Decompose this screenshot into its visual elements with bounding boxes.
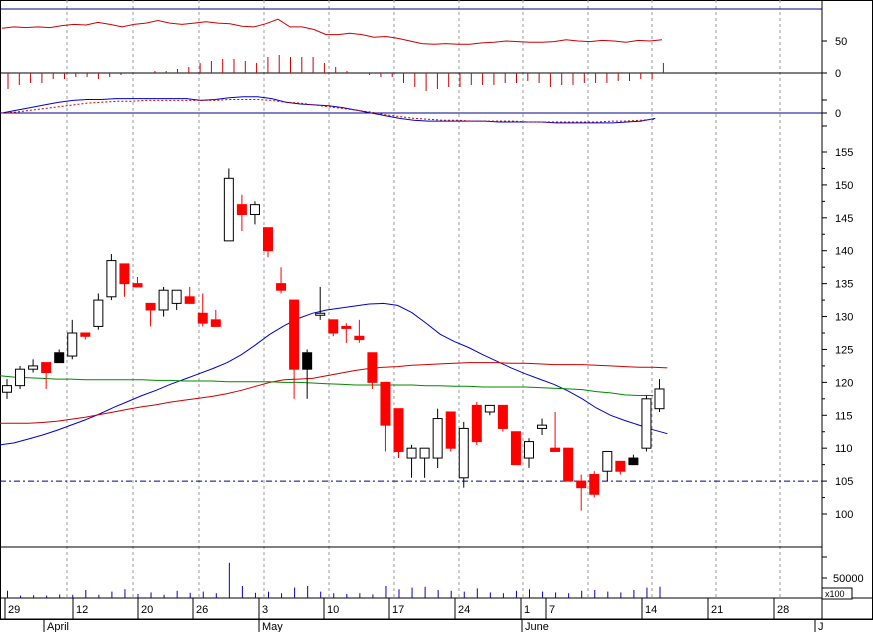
candle-body bbox=[80, 332, 91, 337]
oscillator-tick-label: 50 bbox=[835, 36, 847, 48]
chart-frame bbox=[0, 0, 873, 620]
date-day-label: 29 bbox=[8, 604, 20, 616]
candle-body bbox=[484, 404, 495, 413]
date-day-label: 10 bbox=[327, 604, 339, 616]
candle-body bbox=[158, 289, 169, 311]
candle-body bbox=[236, 204, 247, 216]
price-tick-label: 100 bbox=[835, 509, 853, 521]
candle-body bbox=[589, 474, 600, 495]
date-day-label: 28 bbox=[777, 604, 789, 616]
candle-body bbox=[510, 431, 521, 466]
candle-body bbox=[550, 447, 561, 452]
candle-body bbox=[15, 368, 26, 387]
price-tick-label: 140 bbox=[835, 246, 853, 258]
macd-line bbox=[1, 99, 656, 123]
candle-body bbox=[471, 404, 482, 443]
candle-body bbox=[197, 312, 208, 324]
date-day-label: 26 bbox=[196, 604, 208, 616]
candle-body bbox=[563, 447, 574, 482]
candle-body bbox=[406, 447, 417, 459]
candle-body bbox=[419, 447, 430, 459]
price-tick-label: 150 bbox=[835, 180, 853, 192]
date-day-label: 24 bbox=[458, 604, 470, 616]
candle-body bbox=[106, 260, 117, 298]
price-tick-label: 130 bbox=[835, 312, 853, 324]
candle-body bbox=[445, 411, 456, 449]
candle-body bbox=[497, 404, 508, 429]
candle-body bbox=[223, 177, 234, 242]
price-tick-label: 105 bbox=[835, 476, 853, 488]
date-day-label: 14 bbox=[645, 604, 657, 616]
price-tick-label: 110 bbox=[835, 443, 853, 455]
volume-tick-label: 50000 bbox=[833, 573, 864, 585]
candle-body bbox=[315, 312, 326, 316]
candle-body bbox=[367, 352, 378, 383]
candle-body bbox=[393, 408, 404, 452]
date-day-label: 21 bbox=[711, 604, 723, 616]
candle-body bbox=[432, 418, 443, 459]
date-month-label: April bbox=[47, 621, 69, 632]
date-month-label: June bbox=[525, 621, 549, 632]
candle-body bbox=[354, 335, 365, 341]
candle-body bbox=[249, 204, 260, 216]
date-day-label: 20 bbox=[141, 604, 153, 616]
volume-unit-label: x100 bbox=[825, 589, 845, 599]
date-day-label: 12 bbox=[76, 604, 88, 616]
price-tick-label: 145 bbox=[835, 213, 853, 225]
candle-body bbox=[119, 263, 130, 285]
candle-body bbox=[67, 332, 78, 357]
date-day-label: 1 bbox=[524, 604, 530, 616]
candle-body bbox=[380, 381, 391, 426]
candle-body bbox=[654, 388, 665, 410]
candle-body bbox=[171, 289, 182, 304]
candle-body bbox=[289, 299, 300, 370]
candle-body bbox=[537, 424, 548, 429]
volume-unit-box bbox=[821, 587, 853, 600]
candle-body bbox=[145, 302, 156, 311]
macd-line bbox=[1, 96, 656, 124]
candle-body bbox=[341, 325, 352, 329]
candle-body bbox=[302, 352, 313, 370]
oscillator-line bbox=[1, 18, 663, 45]
candle-body bbox=[28, 365, 39, 370]
candle-body bbox=[132, 283, 143, 288]
candle-body bbox=[41, 362, 52, 373]
date-month-label: May bbox=[262, 621, 283, 632]
date-day-label: 7 bbox=[549, 604, 555, 616]
macd-tick-label: 0 bbox=[835, 108, 841, 120]
price-tick-label: 115 bbox=[835, 410, 853, 422]
candle-body bbox=[210, 319, 221, 327]
candle-body bbox=[641, 398, 652, 449]
price-tick-label: 125 bbox=[835, 344, 853, 356]
candle-body bbox=[458, 427, 469, 479]
candle-body bbox=[628, 457, 639, 466]
moving-average-line bbox=[0, 375, 654, 396]
candle-body bbox=[524, 441, 534, 459]
date-day-label: 3 bbox=[262, 604, 268, 616]
candle-body bbox=[276, 283, 287, 291]
oscillator-tick-label: 0 bbox=[835, 68, 841, 80]
price-tick-label: 120 bbox=[835, 377, 853, 389]
candle-body bbox=[184, 296, 195, 304]
candle-body bbox=[93, 299, 104, 327]
candle-body bbox=[263, 227, 273, 252]
candle-body bbox=[576, 480, 587, 489]
candle-body bbox=[328, 319, 339, 334]
date-day-label: 17 bbox=[392, 604, 404, 616]
price-tick-label: 135 bbox=[835, 279, 853, 291]
candle-body bbox=[602, 450, 613, 472]
price-tick-label: 155 bbox=[835, 147, 853, 159]
moving-average-line bbox=[0, 362, 668, 424]
candle-body bbox=[2, 385, 12, 393]
date-month-label: J bbox=[818, 621, 824, 632]
moving-average-line bbox=[0, 302, 668, 446]
candle-body bbox=[615, 460, 626, 472]
candle-body bbox=[54, 352, 65, 364]
